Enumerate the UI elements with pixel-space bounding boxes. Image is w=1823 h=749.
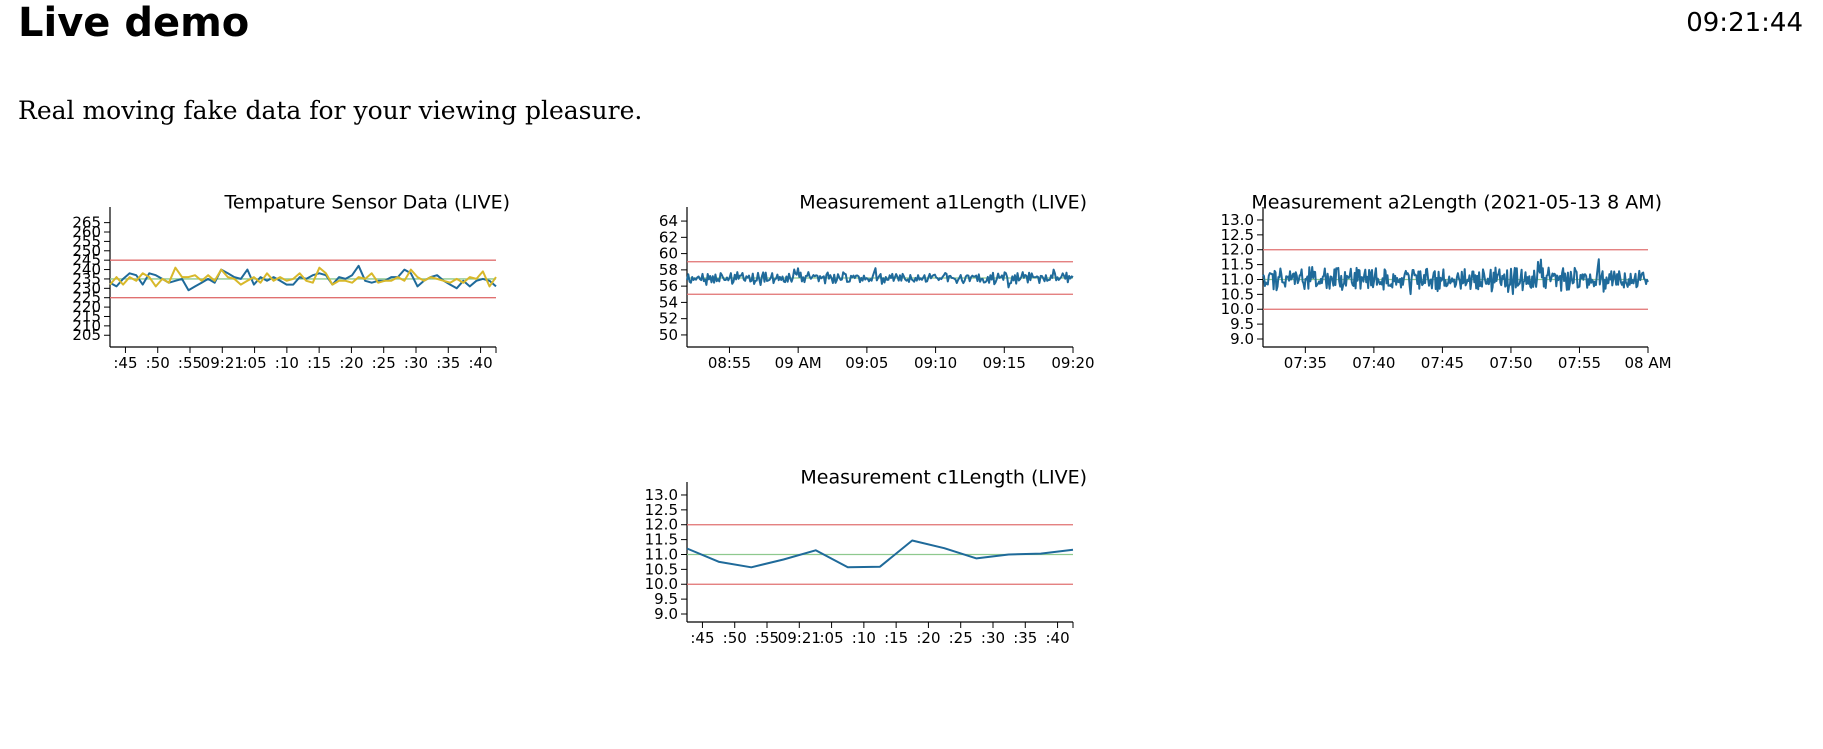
y-tick-label: 255: [72, 232, 101, 250]
y-tick-label: 54: [659, 293, 678, 311]
chart-title: Measurement a1Length (LIVE): [799, 192, 1087, 214]
y-tick-label: 13.0: [645, 486, 678, 504]
x-tick-label: 09:05: [845, 354, 888, 372]
y-tick-label: 60: [659, 245, 678, 263]
y-tick-label: 245: [72, 251, 101, 269]
x-tick-label: 09:21: [201, 354, 244, 372]
series-line-2: [109, 266, 497, 288]
x-tick-label: :55: [178, 354, 202, 372]
x-tick-label: :35: [436, 354, 460, 372]
x-tick-label: 08 AM: [1624, 354, 1671, 372]
chart-title: Measurement a2Length (2021-05-13 8 AM): [1251, 192, 1662, 214]
x-tick-label: :30: [981, 629, 1005, 647]
y-tick-label: 240: [72, 261, 101, 279]
series-line-1: [686, 267, 1074, 289]
x-tick-label: :45: [113, 354, 137, 372]
series-line-1: [686, 539, 1074, 569]
y-tick-label: 225: [72, 289, 101, 307]
page-title: Live demo: [18, 0, 250, 46]
y-tick-label: 58: [659, 261, 678, 279]
x-tick-label: 09:15: [983, 354, 1026, 372]
y-tick-label: 50: [659, 326, 678, 344]
y-tick-label: 10.5: [1221, 285, 1254, 303]
x-tick-label: 07:50: [1489, 354, 1532, 372]
x-tick-label: :30: [404, 354, 428, 372]
x-tick-label: 08:55: [708, 354, 751, 372]
y-tick-label: 64: [659, 212, 678, 230]
x-tick-label: :10: [275, 354, 299, 372]
x-tick-label: :05: [243, 354, 267, 372]
y-tick-label: 205: [72, 326, 101, 344]
y-tick-label: 56: [659, 277, 678, 295]
x-tick-label: :40: [1045, 629, 1069, 647]
y-tick-label: 215: [72, 307, 101, 325]
y-tick-label: 10.0: [1221, 300, 1254, 318]
x-tick-label: 07:35: [1284, 354, 1327, 372]
chart-a2length: Measurement a2Length (2021-05-13 8 AM) 9.…: [1221, 192, 1672, 373]
x-tick-label: :50: [146, 354, 170, 372]
y-tick-label: 13.0: [1221, 211, 1254, 229]
x-tick-label: :15: [307, 354, 331, 372]
y-tick-label: 210: [72, 317, 101, 335]
live-clock: 09:21:44: [1686, 8, 1803, 38]
x-tick-label: :25: [949, 629, 973, 647]
y-tick-label: 9.5: [1230, 315, 1254, 333]
x-tick-label: :45: [690, 629, 714, 647]
x-tick-label: 07:40: [1352, 354, 1395, 372]
x-tick-label: :15: [884, 629, 908, 647]
chart-title: Measurement c1Length (LIVE): [800, 467, 1087, 489]
y-tick-label: 11.5: [645, 531, 678, 549]
y-tick-label: 265: [72, 214, 101, 232]
y-tick-label: 9.0: [654, 605, 678, 623]
x-tick-label: :20: [916, 629, 940, 647]
x-tick-label: 07:55: [1558, 354, 1601, 372]
x-tick-label: 09 AM: [775, 354, 822, 372]
y-tick-label: 12.5: [645, 501, 678, 519]
y-tick-label: 230: [72, 279, 101, 297]
y-tick-label: 260: [72, 223, 101, 241]
chart-temperature: Tempature Sensor Data (LIVE) 205210215220…: [72, 192, 510, 373]
chart-a1length: Measurement a1Length (LIVE)5052545658606…: [659, 192, 1095, 373]
y-tick-label: 250: [72, 242, 101, 260]
y-tick-label: 10.5: [645, 560, 678, 578]
x-tick-label: 09:20: [1051, 354, 1094, 372]
x-tick-label: :10: [852, 629, 876, 647]
x-tick-label: 07:45: [1421, 354, 1464, 372]
x-tick-label: :40: [468, 354, 492, 372]
x-tick-label: :55: [755, 629, 779, 647]
x-tick-label: 09:10: [914, 354, 957, 372]
intro-text: Real moving fake data for your viewing p…: [18, 96, 643, 125]
x-tick-label: :20: [339, 354, 363, 372]
y-tick-label: 12.5: [1221, 226, 1254, 244]
series-line-1: [1262, 258, 1649, 296]
y-tick-label: 9.5: [654, 590, 678, 608]
y-tick-label: 235: [72, 270, 101, 288]
chart-title: Tempature Sensor Data (LIVE): [224, 192, 510, 214]
y-tick-label: 12.0: [645, 516, 678, 534]
y-tick-label: 9.0: [1230, 330, 1254, 348]
y-tick-label: 220: [72, 298, 101, 316]
y-tick-label: 11.0: [645, 545, 678, 563]
y-tick-label: 10.0: [645, 575, 678, 593]
x-tick-label: :50: [723, 629, 747, 647]
y-tick-label: 11.0: [1221, 270, 1254, 288]
y-tick-label: 12.0: [1221, 241, 1254, 259]
y-tick-label: 52: [659, 310, 678, 328]
x-tick-label: :05: [820, 629, 844, 647]
x-tick-label: 09:21: [778, 629, 821, 647]
y-tick-label: 11.5: [1221, 256, 1254, 274]
x-tick-label: :35: [1013, 629, 1037, 647]
x-tick-label: :25: [372, 354, 396, 372]
y-tick-label: 62: [659, 228, 678, 246]
chart-c1length: Measurement c1Length (LIVE) 9.09.510.010.…: [645, 467, 1087, 648]
